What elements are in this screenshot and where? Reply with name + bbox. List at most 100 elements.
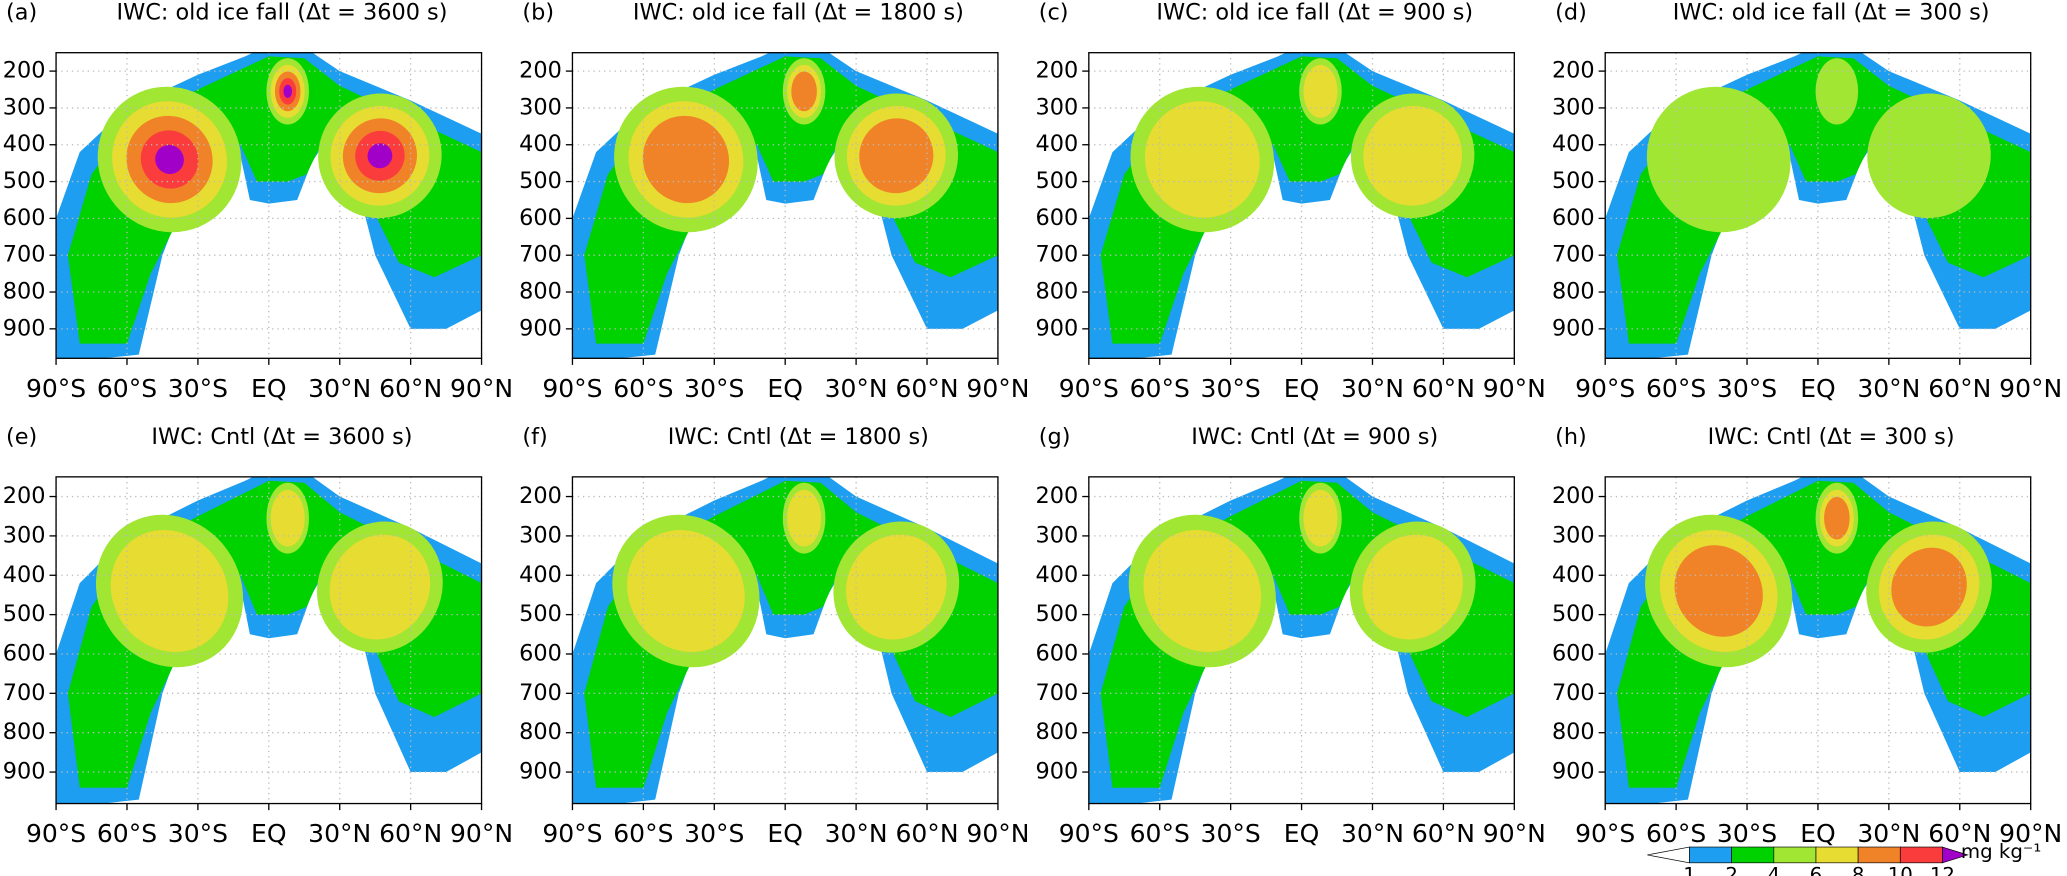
x-tick-label: 90°N bbox=[450, 819, 513, 848]
x-tick-label: EQ bbox=[1284, 374, 1320, 403]
y-tick-label: 800 bbox=[3, 719, 46, 745]
contour-band bbox=[642, 115, 730, 204]
y-tick-label: 600 bbox=[1036, 205, 1079, 231]
y-tick-label: 200 bbox=[519, 483, 562, 509]
y-tick-label: 800 bbox=[1552, 719, 1595, 745]
x-tick-label: EQ bbox=[767, 819, 803, 848]
colorbar-label: 12 bbox=[1930, 864, 1955, 876]
contour-band bbox=[845, 534, 947, 640]
y-tick-label: 300 bbox=[1036, 94, 1079, 120]
panel-title: IWC: Cntl (Δt = 1800 s) bbox=[668, 424, 929, 450]
x-tick-label: 90°N bbox=[450, 374, 513, 403]
colorbar-cell bbox=[1857, 846, 1901, 864]
x-tick-label: 90°S bbox=[1059, 819, 1119, 848]
colorbar-cell bbox=[1942, 846, 1969, 864]
y-tick-label: 800 bbox=[1552, 279, 1595, 305]
y-tick-label: 500 bbox=[3, 168, 46, 194]
contour-band bbox=[1363, 105, 1463, 206]
panel-label: (f) bbox=[522, 424, 547, 450]
y-tick-label: 700 bbox=[1036, 680, 1079, 706]
x-tick-label: EQ bbox=[251, 819, 287, 848]
x-tick-label: 60°S bbox=[1646, 819, 1706, 848]
x-tick-label: 60°N bbox=[1412, 819, 1475, 848]
x-tick-label: 90°N bbox=[1483, 374, 1546, 403]
colorbar-label: 4 bbox=[1768, 864, 1781, 876]
x-tick-label: 90°S bbox=[1575, 374, 1635, 403]
x-tick-label: 90°N bbox=[966, 374, 1029, 403]
x-tick-label: 90°S bbox=[542, 374, 602, 403]
contour-band bbox=[859, 118, 934, 194]
panel-label: (c) bbox=[1039, 0, 1069, 26]
panel-title: IWC: Cntl (Δt = 3600 s) bbox=[151, 424, 412, 450]
contour-band bbox=[787, 489, 822, 547]
y-tick-label: 500 bbox=[3, 601, 46, 627]
panel-title: IWC: old ice fall (Δt = 900 s) bbox=[1156, 0, 1473, 26]
y-tick-label: 200 bbox=[519, 58, 562, 84]
colorbar-cell bbox=[1689, 846, 1732, 864]
y-tick-label: 200 bbox=[1552, 483, 1595, 509]
contour-band bbox=[1815, 58, 1859, 125]
y-tick-label: 900 bbox=[1552, 315, 1595, 341]
x-tick-label: 60°S bbox=[1130, 819, 1190, 848]
y-tick-label: 400 bbox=[1036, 562, 1079, 588]
x-tick-label: 30°N bbox=[825, 819, 888, 848]
y-tick-label: 200 bbox=[1036, 483, 1079, 509]
y-tick-label: 500 bbox=[1552, 168, 1595, 194]
x-tick-label: 60°N bbox=[379, 374, 442, 403]
y-tick-label: 200 bbox=[1552, 58, 1595, 84]
x-tick-label: 90°S bbox=[1059, 374, 1119, 403]
y-tick-label: 900 bbox=[519, 315, 562, 341]
x-tick-label: 30°S bbox=[684, 819, 744, 848]
x-tick-label: EQ bbox=[767, 374, 803, 403]
x-tick-label: 90°S bbox=[1575, 819, 1635, 848]
y-tick-label: 600 bbox=[519, 640, 562, 666]
x-tick-label: 90°S bbox=[26, 374, 86, 403]
panel: (a) IWC: old ice fall (Δt = 3600 s) 90°S 60… bbox=[3, 0, 513, 403]
x-tick-label: 60°S bbox=[97, 374, 157, 403]
contours bbox=[572, 476, 998, 804]
colorbar-cell bbox=[1647, 846, 1690, 864]
panel: (e) IWC: Cntl (Δt = 3600 s) 90°S 60°S 30°S EQ… bbox=[3, 424, 513, 848]
contour-band bbox=[155, 144, 184, 175]
contour-band bbox=[1303, 489, 1338, 547]
x-tick-label: 60°S bbox=[97, 819, 157, 848]
x-tick-label: 30°N bbox=[308, 819, 371, 848]
contour-band bbox=[270, 489, 305, 547]
panel-label: (g) bbox=[1039, 424, 1071, 450]
x-tick-label: 30°S bbox=[1201, 819, 1261, 848]
contour-band bbox=[367, 143, 393, 169]
contour-band bbox=[1143, 530, 1262, 652]
y-tick-label: 700 bbox=[3, 242, 46, 268]
contour-band bbox=[1891, 547, 1967, 627]
x-tick-label: 60°S bbox=[1646, 374, 1706, 403]
x-tick-label: EQ bbox=[1800, 374, 1836, 403]
x-tick-label: 60°N bbox=[1412, 374, 1475, 403]
y-tick-label: 900 bbox=[1036, 315, 1079, 341]
colorbar-label: 8 bbox=[1852, 864, 1865, 876]
panel-title: IWC: old ice fall (Δt = 1800 s) bbox=[633, 0, 964, 26]
contour-band bbox=[283, 84, 292, 98]
x-tick-label: EQ bbox=[1284, 819, 1320, 848]
x-tick-label: 30°S bbox=[1717, 374, 1777, 403]
colorbar-label: 2 bbox=[1725, 864, 1738, 876]
y-tick-label: 900 bbox=[1552, 759, 1595, 785]
y-tick-label: 600 bbox=[3, 640, 46, 666]
colorbar-cell bbox=[1815, 846, 1859, 864]
y-tick-label: 700 bbox=[1552, 242, 1595, 268]
contour-band bbox=[1824, 496, 1850, 540]
contours bbox=[1088, 52, 1515, 359]
y-tick-label: 400 bbox=[519, 562, 562, 588]
panel: (f) IWC: Cntl (Δt = 1800 s) 90°S 60°S 30°S EQ… bbox=[519, 424, 1029, 848]
x-tick-label: 90°N bbox=[1999, 819, 2062, 848]
contour-band bbox=[110, 530, 229, 652]
y-tick-label: 900 bbox=[3, 759, 46, 785]
x-tick-label: 90°N bbox=[1999, 374, 2062, 403]
y-tick-label: 700 bbox=[3, 680, 46, 706]
contours bbox=[56, 476, 482, 804]
y-tick-label: 300 bbox=[519, 522, 562, 548]
contour-band bbox=[1303, 64, 1338, 118]
panel: (b) IWC: old ice fall (Δt = 1800 s) 90°S 60… bbox=[519, 0, 1029, 403]
y-tick-label: 300 bbox=[1552, 522, 1595, 548]
y-tick-label: 400 bbox=[519, 131, 562, 157]
